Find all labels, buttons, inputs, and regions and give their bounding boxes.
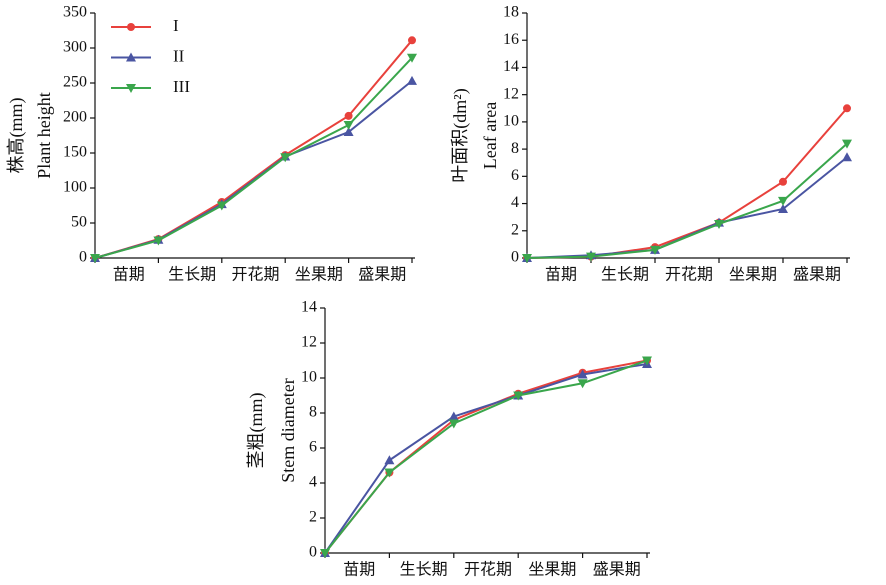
series-line <box>94 39 413 259</box>
data-point <box>344 111 353 120</box>
data-point <box>642 356 652 366</box>
x-tick-label: 生长期 <box>400 561 448 579</box>
data-point <box>586 252 596 262</box>
data-point <box>842 152 852 162</box>
y-tick-label: 100 <box>63 179 87 196</box>
y-tick-label: 350 <box>63 4 87 21</box>
legend-marker <box>127 23 135 31</box>
data-point <box>343 121 354 130</box>
x-tick-label: 开花期 <box>231 266 279 284</box>
series-line <box>324 363 648 554</box>
y-tick-label: 4 <box>309 474 317 491</box>
x-tick-label: 生长期 <box>168 266 216 284</box>
y-tick-label: 4 <box>511 194 519 211</box>
series-line <box>526 142 848 259</box>
y-tick-label: 0 <box>309 544 317 561</box>
y-tick-label: 8 <box>511 140 519 157</box>
data-point <box>408 36 416 45</box>
series-line <box>94 57 413 259</box>
data-point <box>280 153 291 163</box>
axes <box>526 13 850 259</box>
y-tick-label: 10 <box>301 369 317 386</box>
y-tick-label: 200 <box>63 109 87 126</box>
y-tick-label: 0 <box>79 249 87 266</box>
data-point <box>650 245 660 255</box>
data-point <box>216 201 227 211</box>
x-tick-label: 开花期 <box>464 561 512 579</box>
data-point <box>779 177 787 186</box>
series-line <box>324 359 648 554</box>
data-point <box>778 204 788 213</box>
data-point <box>448 411 459 421</box>
x-tick-label: 开花期 <box>665 266 713 284</box>
y-tick-label: 14 <box>503 58 519 75</box>
y-axis-label: Plant height <box>34 92 54 179</box>
data-point <box>90 254 100 263</box>
y-tick-label: 250 <box>63 74 87 91</box>
data-point <box>577 379 588 389</box>
y-axis-label: 叶面积(dm²) <box>450 88 471 182</box>
legend-label: III <box>173 77 190 96</box>
x-tick-label: 苗期 <box>113 266 145 284</box>
data-point <box>843 104 851 113</box>
x-tick-label: 盛果期 <box>793 266 841 284</box>
data-point <box>778 196 788 206</box>
y-tick-label: 0 <box>511 249 519 266</box>
data-point <box>842 139 852 149</box>
y-tick-label: 10 <box>503 113 519 130</box>
data-point <box>513 391 524 401</box>
data-point <box>714 219 724 229</box>
data-point <box>384 455 395 465</box>
legend-marker <box>126 84 136 93</box>
legend-label: II <box>173 46 185 65</box>
series-line <box>526 156 848 259</box>
y-axis-label: Leaf area <box>480 102 500 169</box>
data-point <box>448 419 459 429</box>
y-axis-label: 株高(mm) <box>6 98 27 174</box>
y-tick-label: 6 <box>309 439 317 456</box>
x-tick-label: 坐果期 <box>729 266 777 284</box>
x-tick-label: 苗期 <box>343 561 375 579</box>
data-point <box>407 75 417 85</box>
data-point <box>343 127 354 136</box>
y-tick-label: 12 <box>301 334 317 351</box>
y-axis-label: Stem diameter <box>278 378 298 482</box>
x-tick-label: 盛果期 <box>593 561 641 579</box>
y-tick-label: 12 <box>503 85 519 102</box>
y-axis-label: 茎粗(mm) <box>246 393 267 469</box>
axes <box>324 308 650 554</box>
x-tick-label: 盛果期 <box>358 266 406 284</box>
x-tick-label: 坐果期 <box>528 561 576 579</box>
y-tick-label: 50 <box>71 214 87 231</box>
data-point <box>384 468 395 478</box>
y-tick-label: 8 <box>309 404 317 421</box>
axes <box>94 13 415 259</box>
y-tick-label: 2 <box>511 221 519 238</box>
x-tick-label: 苗期 <box>545 266 577 284</box>
x-tick-label: 生长期 <box>601 266 649 284</box>
series-line <box>324 359 648 554</box>
y-tick-label: 300 <box>63 39 87 56</box>
data-point <box>522 254 532 263</box>
y-tick-label: 6 <box>511 167 519 184</box>
data-point <box>320 549 330 558</box>
y-tick-label: 2 <box>309 509 317 526</box>
y-tick-label: 150 <box>63 144 87 161</box>
legend-label: I <box>173 16 179 35</box>
data-point <box>577 369 588 379</box>
y-tick-label: 16 <box>503 31 519 48</box>
legend-marker <box>126 52 136 62</box>
y-tick-label: 14 <box>301 299 317 316</box>
data-point <box>153 236 164 246</box>
x-tick-label: 坐果期 <box>295 266 343 284</box>
y-tick-label: 18 <box>503 4 519 21</box>
data-point <box>407 53 417 63</box>
